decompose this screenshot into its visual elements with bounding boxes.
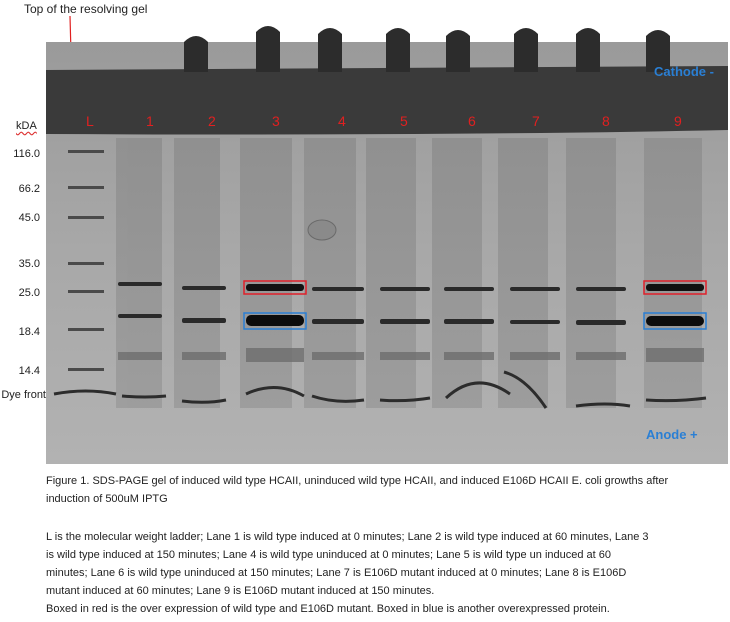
lane-label: L bbox=[86, 113, 94, 129]
anode-label: Anode + bbox=[646, 427, 698, 442]
blue-highlight-box bbox=[643, 312, 707, 330]
red-highlight-box bbox=[243, 280, 307, 295]
lane-label: 5 bbox=[400, 113, 408, 129]
marker-label-dye-front: Dye front bbox=[1, 389, 46, 401]
marker-label: 35.0 bbox=[18, 258, 40, 270]
figure-caption-line: Figure 1. SDS-PAGE gel of induced wild t… bbox=[46, 475, 669, 487]
top-of-gel-label: Top of the resolving gel bbox=[24, 2, 148, 16]
legend-line: is wild type induced at 150 minutes; Lan… bbox=[46, 549, 612, 561]
lane-label: 2 bbox=[208, 113, 216, 129]
lane-label: 4 bbox=[338, 113, 346, 129]
kda-axis-label: kDA bbox=[16, 120, 37, 132]
red-highlight-box bbox=[643, 280, 707, 295]
legend-line: Boxed in red is the over expression of w… bbox=[46, 603, 610, 615]
lane-label: 7 bbox=[532, 113, 540, 129]
blue-highlight-box bbox=[243, 312, 307, 330]
lane-label: 3 bbox=[272, 113, 280, 129]
lane-label: 8 bbox=[602, 113, 610, 129]
legend-line: mutant induced at 60 minutes; Lane 9 is … bbox=[46, 585, 435, 597]
legend-line: L is the molecular weight ladder; Lane 1… bbox=[46, 531, 649, 543]
lane-label: 6 bbox=[468, 113, 476, 129]
marker-label: 25.0 bbox=[18, 287, 40, 299]
figure-caption-line: induction of 500uM IPTG bbox=[46, 493, 168, 505]
lane-label: 9 bbox=[674, 113, 682, 129]
marker-label: 66.2 bbox=[18, 183, 40, 195]
marker-label: 18.4 bbox=[18, 326, 40, 338]
marker-label: 45.0 bbox=[18, 212, 40, 224]
legend-line: minutes; Lane 6 is wild type uninduced a… bbox=[46, 567, 627, 579]
cathode-label: Cathode - bbox=[654, 64, 714, 79]
gel-image: L 1 2 3 4 5 6 7 8 9 Cathode - Anode + bbox=[46, 26, 728, 464]
marker-label: 116.0 bbox=[13, 148, 40, 160]
lane-label: 1 bbox=[146, 113, 154, 129]
marker-label: 14.4 bbox=[18, 365, 40, 377]
